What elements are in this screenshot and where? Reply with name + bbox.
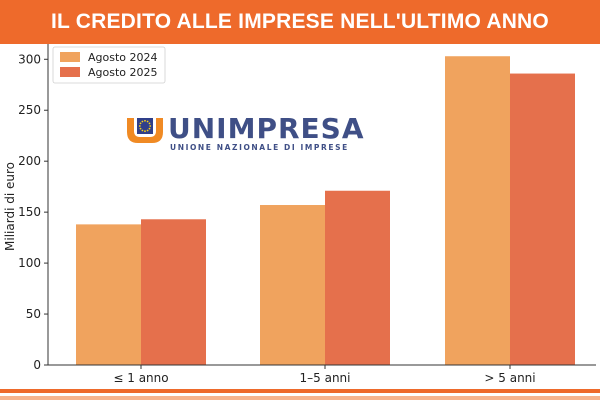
legend-label-2025: Agosto 2025 xyxy=(88,66,158,79)
bar-2025-1 xyxy=(141,219,206,365)
bar-2025-2 xyxy=(325,190,390,365)
logo-star xyxy=(141,120,144,123)
logo-star xyxy=(144,119,146,122)
bottom-rule xyxy=(0,389,600,393)
logo-star xyxy=(146,120,149,123)
y-tick-label: 200 xyxy=(18,154,41,168)
bar-2024-2 xyxy=(260,205,325,365)
y-axis-title: Miliardi di euro xyxy=(3,162,17,251)
logo-star xyxy=(141,129,144,132)
y-tick-label: 100 xyxy=(18,256,41,270)
legend-swatch-2024 xyxy=(60,52,80,62)
title-banner: IL CREDITO ALLE IMPRESE NELL'ULTIMO ANNO xyxy=(0,0,600,44)
logo-eu-flag-icon xyxy=(137,118,153,134)
logo-stars xyxy=(138,119,152,133)
bar-2024-1 xyxy=(76,224,141,365)
legend-box xyxy=(52,46,166,84)
y-tick-label: 50 xyxy=(26,307,41,321)
y-tick-label: 150 xyxy=(18,205,41,219)
logo-wordmark: UNIMPRESA xyxy=(168,112,365,145)
logo-tagline: UNIONE NAZIONALE DI IMPRESE xyxy=(170,143,349,152)
legend-label-2024: Agosto 2024 xyxy=(88,51,158,64)
bar-2024-3 xyxy=(445,56,510,365)
page-title: IL CREDITO ALLE IMPRESE NELL'ULTIMO ANNO xyxy=(51,10,549,33)
logo-star xyxy=(148,127,151,130)
bottom-strip xyxy=(0,396,600,400)
legend: Agosto 2024 Agosto 2025 xyxy=(52,46,166,84)
unimpresa-logo: UNIMPRESA UNIONE NAZIONALE DI IMPRESE xyxy=(127,112,365,152)
logo-star xyxy=(139,127,142,130)
x-tick-label: ≤ 1 anno xyxy=(113,371,168,385)
logo-star xyxy=(148,122,151,125)
y-tick-label: 300 xyxy=(18,52,41,66)
y-tick-label: 250 xyxy=(18,103,41,117)
plot-area: 0 50 100 150 200 250 300 ≤ 1 anno 1–5 anni > 5 an… xyxy=(3,44,596,385)
logo-star xyxy=(139,122,142,125)
logo-star xyxy=(149,125,152,127)
logo-star xyxy=(146,129,149,132)
logo-u-icon xyxy=(127,118,163,143)
x-tick-label: > 5 anni xyxy=(484,371,535,385)
bar-2025-3 xyxy=(510,73,575,366)
logo-star xyxy=(138,125,141,127)
y-tick-label: 0 xyxy=(33,358,41,372)
x-tick-label: 1–5 anni xyxy=(300,371,351,385)
logo-star xyxy=(144,130,146,133)
legend-swatch-2025 xyxy=(60,67,80,77)
